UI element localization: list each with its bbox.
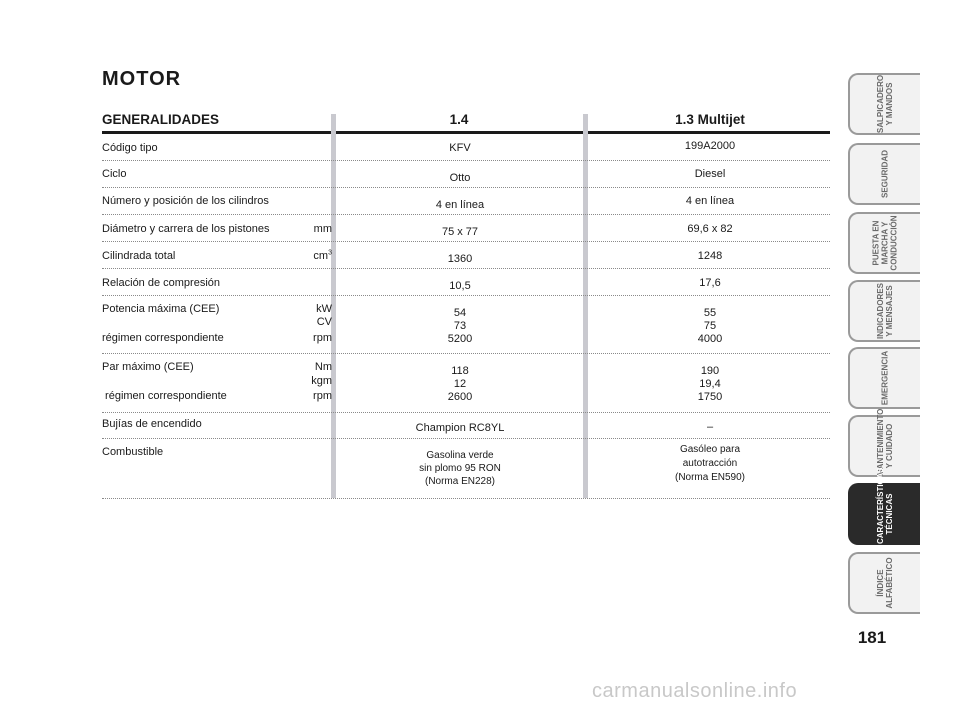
tab-label: INDICADORES Y MENSAJES <box>876 283 894 340</box>
spec-row-bujias: Bujías de encendido Champion RC8YL – <box>102 412 830 439</box>
value-1-4: Champion RC8YL <box>415 422 505 434</box>
header-engine-1-3-multijet: 1.3 Multijet <box>675 112 745 127</box>
tab-caracteristicas-tecnicas[interactable]: CARACTERÍSTICAS TÉCNICAS <box>848 467 920 545</box>
row-label: Ciclo <box>102 168 127 180</box>
value-1-4: 75 x 77 <box>441 226 479 238</box>
tab-label: PUESTA EN MARCHA Y CONDUCCIÓN <box>871 215 899 271</box>
row-label: Potencia máxima (CEE) <box>102 303 220 315</box>
value-1-3: 17,6 <box>699 277 721 289</box>
tab-puesta-en-marcha[interactable]: PUESTA EN MARCHA Y CONDUCCIÓN <box>848 212 920 274</box>
tab-seguridad[interactable]: SEGURIDAD <box>848 143 920 205</box>
column-divider <box>331 114 336 498</box>
row-unit: rpm <box>313 390 332 402</box>
value-1-3: 75 <box>703 320 717 332</box>
value-1-3: 4 en línea <box>685 195 735 207</box>
spec-row-combustible: Combustible Gasolina verde sin plomo 95 … <box>102 438 830 499</box>
value-1-4: 118 <box>451 365 469 377</box>
row-unit: cm3 <box>292 249 332 262</box>
spec-row-compresion: Relación de compresión 10,5 17,6 <box>102 268 830 296</box>
value-1-3: – <box>706 421 714 433</box>
value-1-4: (Norma EN228) <box>424 476 496 487</box>
header-generalidades: GENERALIDADES <box>102 112 220 127</box>
row-label: Bujías de encendido <box>102 418 202 430</box>
watermark: carmanualsonline.info <box>592 680 798 702</box>
tab-label: ÍNDICE ALFABÉTICO <box>876 557 894 609</box>
row-label: Número y posición de los cilindros <box>102 195 269 207</box>
tab-emergencia[interactable]: EMERGENCIA <box>848 347 920 409</box>
row-label: Cilindrada total <box>102 250 176 262</box>
value-1-3: 55 <box>703 307 717 319</box>
row-label: Relación de compresión <box>102 277 221 289</box>
value-1-4: 73 <box>453 320 467 332</box>
row-label: régimen correspondiente <box>102 332 224 344</box>
column-divider <box>583 114 588 498</box>
spec-row-codigo-tipo: Código tipo KFV 199A2000 <box>102 134 830 161</box>
value-1-4: 4 en línea <box>435 199 485 211</box>
value-1-4: 2600 <box>447 391 473 403</box>
value-1-3: 199A2000 <box>684 140 736 152</box>
tab-label: SALPICADERO Y MANDOS <box>876 74 894 134</box>
value-1-3: 190 <box>700 365 720 377</box>
unit-superscript: 3 <box>328 249 332 257</box>
value-1-3: Diesel <box>694 168 726 180</box>
row-label: régimen correspondiente <box>102 390 227 402</box>
value-1-3: (Norma EN590) <box>674 472 746 483</box>
spec-row-cilindros: Número y posición de los cilindros 4 en … <box>102 187 830 215</box>
row-label: Combustible <box>102 446 164 458</box>
value-1-4: KFV <box>449 142 471 154</box>
spec-row-potencia: Potencia máxima (CEE) kW CV régimen corr… <box>102 295 830 354</box>
spec-row-ciclo: Ciclo Otto Diesel <box>102 160 830 188</box>
value-1-4: 12 <box>453 378 467 390</box>
row-unit: Nm <box>314 361 332 373</box>
value-1-3: 1248 <box>697 250 723 262</box>
spec-row-cilindrada: Cilindrada total cm3 1360 1248 <box>102 241 830 269</box>
tab-label: MANTENIMIENTO Y CUIDADO <box>876 408 894 476</box>
tab-salpicadero-y-mandos[interactable]: SALPICADERO Y MANDOS <box>848 73 920 135</box>
value-1-4: Gasolina verde <box>426 450 494 461</box>
tab-indice-alfabetico[interactable]: ÍNDICE ALFABÉTICO <box>848 552 920 614</box>
row-unit: CV <box>316 316 332 328</box>
tab-indicadores-y-mensajes[interactable]: INDICADORES Y MENSAJES <box>848 280 920 342</box>
page-number: 181 <box>857 628 887 647</box>
header-rule <box>102 131 830 134</box>
section-title: MOTOR <box>102 68 182 90</box>
unit-text: cm <box>313 250 329 262</box>
row-label: Código tipo <box>102 142 158 154</box>
value-1-4: Otto <box>449 172 471 184</box>
row-unit: rpm <box>313 332 332 344</box>
tab-label: SEGURIDAD <box>880 150 890 199</box>
row-label: Par máximo (CEE) <box>102 361 194 373</box>
header-engine-1-4: 1.4 <box>449 112 469 127</box>
value-1-4: 5200 <box>447 333 473 345</box>
value-1-4: 1360 <box>447 253 473 265</box>
value-1-3: 1750 <box>697 391 723 403</box>
value-1-3: 4000 <box>697 333 723 345</box>
value-1-3: autotracción <box>682 458 738 469</box>
row-unit: kW <box>316 303 332 315</box>
tab-mantenimiento-y-cuidado[interactable]: MANTENIMIENTO Y CUIDADO <box>848 408 920 477</box>
tab-label: EMERGENCIA <box>880 350 890 406</box>
value-1-4: 54 <box>453 307 467 319</box>
row-unit: kgm <box>311 375 332 387</box>
tab-label: CARACTERÍSTICAS TÉCNICAS <box>876 467 894 544</box>
value-1-3: 69,6 x 82 <box>687 223 733 235</box>
spec-row-par: Par máximo (CEE) Nm kgm régimen correspo… <box>102 353 830 413</box>
value-1-4: 10,5 <box>449 280 471 292</box>
row-unit: mm <box>313 223 332 235</box>
spec-row-diametro-carrera: Diámetro y carrera de los pistones mm 75… <box>102 214 830 242</box>
value-1-3: 19,4 <box>699 378 721 390</box>
row-label: Diámetro y carrera de los pistones <box>102 223 270 235</box>
value-1-3: Gasóleo para <box>679 444 741 455</box>
value-1-4: sin plomo 95 RON <box>419 463 501 474</box>
